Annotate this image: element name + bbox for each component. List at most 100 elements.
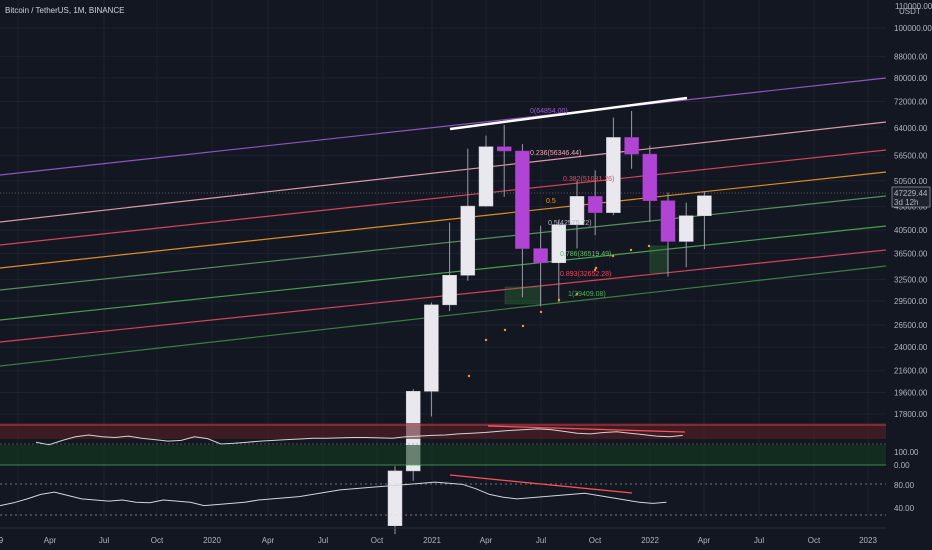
price-tick-label: 64000.00	[894, 124, 928, 133]
candle-body	[515, 150, 530, 249]
rsi-line	[35, 428, 683, 446]
fib-label: 0(64854.00)	[530, 108, 568, 115]
candle-body	[624, 137, 639, 155]
sar-dot	[521, 324, 525, 328]
candle-body	[678, 215, 694, 242]
time-tick-label: 2020	[203, 536, 221, 545]
sar-dot	[593, 268, 597, 272]
time-tick-label: Jul	[99, 536, 109, 545]
oscillator-panel[interactable]	[0, 474, 886, 529]
price-tick-label: 50500.00	[894, 177, 928, 186]
sar-dot	[611, 254, 615, 258]
fib-labels: 0(64854.00) 0.236(56346.44) 0.382(51081.26…	[530, 108, 614, 298]
candle-body	[478, 146, 494, 207]
channel-line	[0, 149, 887, 246]
sar-dots	[467, 244, 651, 378]
price-tick-label: 56500.00	[894, 152, 928, 161]
sar-dot	[594, 266, 598, 270]
time-tick-label: 2023	[859, 536, 877, 545]
time-tick-label: Oct	[589, 536, 602, 545]
sar-dot	[575, 292, 579, 296]
candle-body	[496, 146, 512, 152]
price-tick-label: 17800.00	[894, 410, 928, 419]
oscillator-line	[0, 481, 667, 507]
fib-label: 0.5(42575.72)	[548, 220, 592, 227]
price-tick-label: 21600.00	[894, 367, 928, 376]
fib-channel	[0, 77, 887, 367]
fib-label: 0.382(51081.26)	[563, 176, 614, 183]
time-tick-label: Apr	[44, 536, 57, 545]
candle-body	[642, 153, 658, 201]
price-tick-label: 26500.00	[894, 321, 928, 330]
rsi-oversold-band	[0, 445, 886, 465]
sar-dot	[557, 298, 561, 302]
time-tick-label: Jul	[536, 536, 546, 545]
channel-line	[0, 171, 887, 269]
price-tick-label: 29500.00	[894, 297, 928, 306]
sar-dot	[467, 374, 471, 378]
time-axis[interactable]: 9 Apr Jul Oct 2020 Apr Jul Oct 2021 Apr Jul Oct 2022…	[0, 536, 877, 545]
time-tick-label: 9	[0, 536, 4, 545]
candle-body	[587, 196, 603, 213]
time-tick-label: 2022	[641, 536, 659, 545]
candle-body	[660, 200, 676, 242]
candle-body	[442, 275, 457, 306]
time-tick-label: Oct	[371, 536, 384, 545]
time-tick-label: Jul	[754, 536, 764, 545]
time-tick-label: Jul	[318, 536, 328, 545]
candle-body	[387, 470, 403, 526]
candle-body	[697, 195, 712, 216]
fib-label: 0.893(32652.28)	[560, 271, 611, 278]
fib-label: 0.5	[546, 198, 556, 205]
price-tick-label: 36500.00	[894, 249, 928, 258]
chart-grid	[0, 0, 886, 520]
channel-line	[0, 225, 887, 321]
price-tick-label: 100000.00	[894, 24, 932, 33]
candle-body	[551, 224, 567, 264]
candle-body	[569, 196, 585, 225]
current-price-label: 47229.44	[894, 189, 928, 198]
fib-label: 0.786(36519.49)	[560, 251, 611, 258]
price-tick-label: 19600.00	[894, 388, 928, 397]
candle-body	[533, 248, 548, 264]
symbol-title: Bitcoin / TetherUS, 1M, BINANCE	[5, 6, 125, 15]
time-tick-label: Apr	[480, 536, 493, 545]
channel-line	[0, 121, 887, 223]
sar-dot	[503, 328, 507, 332]
price-tick-label: 88000.00	[894, 53, 928, 62]
sar-dot	[539, 310, 543, 314]
channel-line	[0, 77, 887, 176]
time-tick-label: Oct	[808, 536, 821, 545]
rsi-axis-label: 0.00	[894, 461, 910, 470]
candle-body	[460, 205, 476, 276]
osc-divergence-line	[449, 474, 633, 494]
price-tick-label: 24000.00	[894, 343, 928, 352]
support-zone-box	[649, 245, 669, 274]
fib-label: 1(29409.08)	[568, 291, 606, 298]
sar-dot	[629, 248, 633, 252]
candlestick-series[interactable]	[387, 110, 712, 535]
price-tick-label: 80000.00	[894, 74, 928, 83]
price-axis-bg	[886, 0, 932, 550]
countdown-label: 3d 12h	[894, 198, 918, 207]
candle-body	[424, 304, 439, 392]
time-tick-label: 2021	[423, 536, 441, 545]
channel-line	[0, 195, 887, 291]
time-tick-label: Apr	[698, 536, 711, 545]
sar-dot	[484, 338, 488, 342]
price-axis-top-label: 110000.00	[895, 2, 932, 11]
rsi-panel[interactable]	[0, 423, 886, 466]
price-tick-label: 32500.00	[894, 275, 928, 284]
rsi-axis-label: 100.00	[894, 448, 919, 457]
resistance-trendline	[449, 96, 688, 131]
osc-axis-label: 40.00	[894, 504, 915, 513]
rsi-overbought-band	[0, 423, 886, 439]
price-axis-currency: USDT	[899, 7, 921, 16]
current-price-tag	[891, 186, 931, 208]
support-zone-box	[504, 286, 542, 305]
price-tick-label: 72000.00	[894, 97, 928, 106]
rsi-divergence-line	[487, 425, 686, 433]
time-tick-label: Apr	[262, 536, 275, 545]
